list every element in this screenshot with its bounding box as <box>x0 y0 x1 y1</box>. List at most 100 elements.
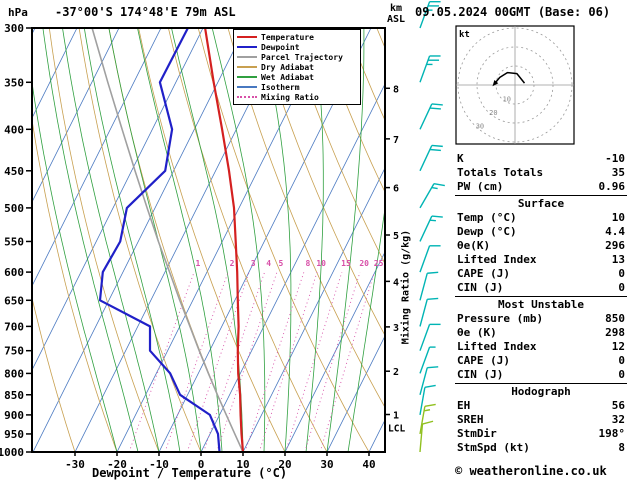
stat-value: 0.96 <box>598 180 626 193</box>
pressure-axis: 300 350 400 450 500 550 600 650 700 750 800 850 900 9… <box>0 22 32 459</box>
legend-label: Temperature <box>261 32 314 42</box>
chart-legend: Temperature Dewpoint Parcel Trajectory Dry … <box>233 29 361 105</box>
mixing-ratio-value-label: 1 <box>196 259 201 268</box>
lcl-label: LCL <box>388 424 405 435</box>
isotherm-lines <box>32 28 385 452</box>
plot-frame <box>31 27 386 453</box>
stat-label: CIN (J) <box>457 281 504 294</box>
temperature-tick-label: 0 <box>198 458 205 471</box>
km-tick-label: 1 <box>393 411 399 422</box>
dewpoint-curve <box>98 28 221 452</box>
stat-value: 296 <box>605 239 625 252</box>
mixing-ratio-value-label: 8 <box>305 259 310 268</box>
temperature-tick-label: 40 <box>362 458 375 471</box>
parcel-trajectory-line-swatch <box>237 56 257 58</box>
pressure-tick-label: 800 <box>4 367 24 380</box>
temperature-tick-label: -20 <box>107 458 127 471</box>
lcl-marker: LCL <box>388 424 405 435</box>
hodograph-ring-label: 10 <box>503 95 511 103</box>
hodograph-ring-label: 30 <box>476 122 484 130</box>
stat-label: StmSpd (kt) <box>457 441 530 454</box>
pressure-tick-label: 400 <box>4 123 24 136</box>
legend-label: Dry Adiabat <box>261 62 314 72</box>
legend-item-wet-adiabat: Wet Adiabat <box>237 72 357 82</box>
km-tick-label: 5 <box>393 231 399 242</box>
legend-item-dewpoint: Dewpoint <box>237 42 357 52</box>
stat-row: θe(K) 296 <box>455 239 627 253</box>
pressure-tick-label: 650 <box>4 294 24 307</box>
stat-row: EH 56 <box>455 399 627 413</box>
stat-row: Temp (°C) 10 <box>455 211 627 225</box>
stat-value: 0 <box>618 281 625 294</box>
stat-row: CIN (J) 0 <box>455 368 627 382</box>
stats-section-header: Surface <box>517 197 565 210</box>
km-tick-label: 3 <box>393 323 399 334</box>
km-tick-label: 2 <box>393 367 399 378</box>
mixing-ratio-value-label: 10 <box>316 259 326 268</box>
temperature-line-swatch <box>237 36 257 38</box>
mixing-ratio-value-label: 3 <box>251 259 256 268</box>
temperature-tick-label: 10 <box>236 458 249 471</box>
hodograph: 10 20 30 kt <box>455 25 575 145</box>
legend-item-isotherm: Isotherm <box>237 82 357 92</box>
stat-row: Pressure (mb) 850 <box>455 312 627 326</box>
pressure-unit-label: hPa <box>8 6 28 19</box>
stat-value: 56 <box>611 399 625 412</box>
mixing-ratio-line-swatch <box>237 96 257 98</box>
stat-row: CAPE (J) 0 <box>455 267 627 281</box>
skewt-chart: 1 2 3 4 5 8 10 15 20 2530035040045050055060065070… <box>0 0 445 471</box>
stat-value: -10 <box>605 152 625 165</box>
hodograph-ring <box>457 27 573 143</box>
stat-label: StmDir <box>457 427 497 440</box>
stat-row: PW (cm) 0.96 <box>455 180 627 194</box>
legend-item-parcel-trajectory: Parcel Trajectory <box>237 52 357 62</box>
legend-label: Mixing Ratio <box>261 92 319 102</box>
stat-row: Dewp (°C) 4.4 <box>455 225 627 239</box>
stat-label: Lifted Index <box>457 253 537 266</box>
stat-row: Totals Totals 35 <box>455 166 627 180</box>
stats-section-most-unstable: Most Unstable Pressure (mb) 850 θe (K) 298 Li… <box>455 296 627 382</box>
stat-label: SREH <box>457 413 484 426</box>
stat-label: CAPE (J) <box>457 267 510 280</box>
hodograph-trace <box>494 71 526 84</box>
mixing-ratio-labels: 1 2 3 4 5 8 10 15 20 25 <box>196 259 384 268</box>
wet-adiabat-line-swatch <box>237 76 257 78</box>
temperature-tick-label: 30 <box>320 458 333 471</box>
wind-barbs <box>419 0 445 453</box>
hodograph-ring-label: 20 <box>489 109 497 117</box>
legend-item-mixing-ratio: Mixing Ratio <box>237 92 357 102</box>
skewt-background <box>32 28 385 452</box>
temperature-tick-label: -30 <box>65 458 85 471</box>
stat-value: 10 <box>611 211 625 224</box>
stat-label: EH <box>457 399 471 412</box>
pressure-tick-label: 850 <box>4 389 24 402</box>
stat-label: Pressure (mb) <box>457 312 544 325</box>
stat-value: 12 <box>611 340 625 353</box>
hodograph-ring <box>476 46 554 124</box>
temperature-tick-label: 20 <box>278 458 291 471</box>
stat-row: SREH 32 <box>455 413 627 427</box>
km-tick-label: 4 <box>393 277 399 288</box>
stat-value: 35 <box>611 166 625 179</box>
stat-row: K -10 <box>455 152 627 166</box>
stats-section-header: Most Unstable <box>497 298 585 311</box>
x-axis-title: Dewpoint / Temperature (°C) <box>92 466 288 480</box>
temperature-curve <box>204 28 245 452</box>
stats-section-header: Hodograph <box>511 385 571 398</box>
legend-item-dry-adiabat: Dry Adiabat <box>237 62 357 72</box>
hodograph-arrow <box>492 80 499 87</box>
km-tick-label: 6 <box>393 184 399 195</box>
stat-value: 4.4 <box>605 225 625 238</box>
isotherm-line-swatch <box>237 86 257 88</box>
stats-section-indices: K -10 Totals Totals 35 PW (cm) 0.96 <box>455 152 627 194</box>
stat-label: Totals Totals <box>457 166 544 179</box>
legend-label: Dewpoint <box>261 42 300 52</box>
pressure-tick-label: 450 <box>4 165 24 178</box>
stat-value: 0 <box>618 354 625 367</box>
hodograph-grid: 10 20 30 <box>456 26 574 144</box>
temperature-tick-label: -10 <box>149 458 169 471</box>
km-tick-label: 7 <box>393 135 399 146</box>
hodograph-unit-label: kt <box>459 30 470 40</box>
stat-label: CIN (J) <box>457 368 504 381</box>
